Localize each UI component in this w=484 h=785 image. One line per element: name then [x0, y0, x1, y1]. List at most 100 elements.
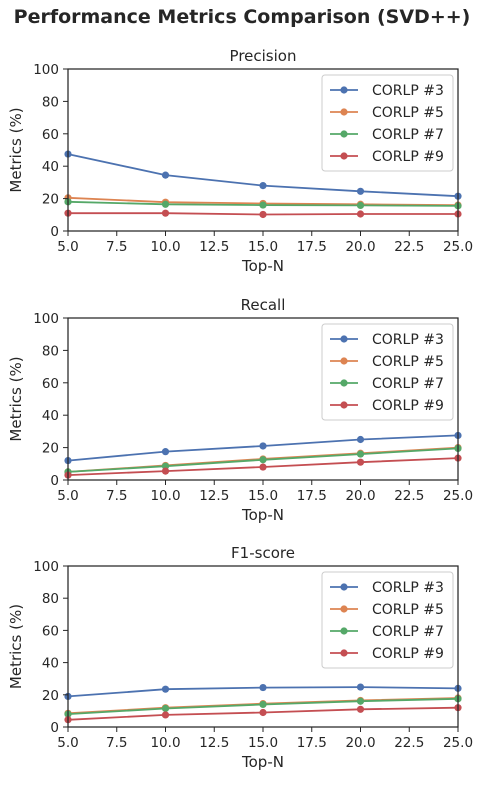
data-point [161, 209, 170, 217]
legend-label: CORLP #7 [372, 624, 444, 640]
data-point [161, 711, 170, 719]
y-tick-label: 100 [33, 62, 59, 78]
x-axis-label: Top-N [241, 753, 284, 771]
data-point [161, 200, 170, 208]
legend-marker [340, 86, 348, 94]
x-tick-label: 12.5 [199, 735, 229, 751]
y-tick-label: 20 [42, 688, 59, 704]
legend-marker [340, 605, 348, 613]
panel-title: F1-score [231, 544, 295, 562]
data-point [356, 697, 365, 705]
y-tick-label: 80 [42, 591, 59, 607]
data-point [259, 210, 267, 219]
y-axis-label: Metrics (%) [7, 356, 25, 441]
y-tick-label: 60 [42, 623, 59, 639]
x-axis-label: Top-N [241, 506, 284, 524]
x-tick-label: 22.5 [394, 735, 424, 751]
y-tick-label: 0 [50, 473, 59, 489]
legend: CORLP #3 CORLP #5 CORLP #7 CORLP #9 [321, 571, 454, 669]
data-point [259, 700, 267, 709]
x-tick-label: 5.0 [57, 239, 78, 255]
legend-label: CORLP #5 [372, 602, 444, 618]
x-tick-label: 22.5 [394, 239, 424, 255]
legend-marker [340, 649, 348, 657]
data-point [356, 201, 365, 210]
y-tick-label: 80 [42, 343, 59, 359]
x-tick-label: 20.0 [345, 488, 375, 504]
legend-marker [340, 335, 348, 343]
y-tick-label: 0 [50, 224, 59, 240]
legend-box [321, 571, 454, 669]
x-tick-label: 20.0 [345, 735, 375, 751]
y-tick-label: 40 [42, 159, 59, 175]
data-point [356, 187, 365, 195]
x-axis-label: Top-N [241, 257, 284, 275]
legend-label: CORLP #7 [372, 376, 444, 392]
legend-label: CORLP #3 [372, 332, 444, 348]
legend: CORLP #3 CORLP #5 CORLP #7 CORLP #9 [321, 74, 454, 172]
x-tick-label: 22.5 [394, 488, 424, 504]
legend-label: CORLP #9 [372, 149, 444, 165]
data-point [259, 201, 267, 209]
data-point [161, 704, 170, 713]
data-point [161, 685, 170, 693]
legend-label: CORLP #5 [372, 105, 444, 121]
legend-label: CORLP #3 [372, 83, 444, 99]
chart-panel-3: F1-score 5.0 7.5 10.0 12.5 15.0 17.5 20.0 22.5 25… [7, 544, 473, 771]
y-tick-label: 40 [42, 656, 59, 672]
y-tick-label: 80 [42, 94, 59, 110]
data-point [161, 448, 170, 456]
x-tick-label: 15.0 [248, 239, 278, 255]
x-tick-label: 10.0 [150, 735, 180, 751]
data-point [259, 708, 267, 717]
panel-title: Recall [241, 296, 286, 314]
y-tick-label: 20 [42, 192, 59, 208]
y-tick-label: 60 [42, 376, 59, 392]
chart-panel-2: Recall 5.0 7.5 10.0 12.5 15.0 17.5 20.0 22.5 25.0… [7, 296, 473, 524]
chart-panel-1: Precision 5.0 7.5 10.0 12.5 15.0 17.5 20.0 22.5 2… [7, 47, 473, 275]
x-tick-label: 10.0 [150, 239, 180, 255]
x-tick-label: 12.5 [199, 488, 229, 504]
legend-marker [340, 108, 348, 116]
legend-marker [340, 152, 348, 160]
y-axis-label: Metrics (%) [7, 604, 25, 689]
legend-label: CORLP #9 [372, 646, 444, 662]
legend-marker [340, 583, 348, 591]
x-tick-label: 7.5 [106, 735, 127, 751]
panel-title: Precision [230, 47, 297, 65]
legend-label: CORLP #9 [372, 398, 444, 414]
legend-label: CORLP #5 [372, 354, 444, 370]
x-tick-label: 5.0 [57, 488, 78, 504]
y-tick-label: 40 [42, 408, 59, 424]
x-tick-label: 25.0 [443, 488, 473, 504]
x-tick-label: 12.5 [199, 239, 229, 255]
data-point [161, 171, 170, 179]
y-tick-label: 100 [33, 559, 59, 575]
x-tick-label: 17.5 [297, 488, 327, 504]
data-point [259, 683, 267, 692]
legend-label: CORLP #7 [372, 127, 444, 143]
legend-marker [340, 379, 348, 387]
x-tick-label: 20.0 [345, 239, 375, 255]
y-tick-label: 60 [42, 127, 59, 143]
x-tick-label: 7.5 [106, 488, 127, 504]
data-point [161, 467, 170, 475]
x-tick-label: 7.5 [106, 239, 127, 255]
x-tick-label: 15.0 [248, 735, 278, 751]
data-point [356, 435, 365, 444]
y-tick-label: 0 [50, 720, 59, 736]
x-tick-label: 25.0 [443, 239, 473, 255]
y-tick-label: 20 [42, 441, 59, 457]
y-tick-label: 100 [33, 311, 59, 327]
x-tick-label: 5.0 [57, 735, 78, 751]
legend-marker [340, 627, 348, 635]
data-point [356, 210, 365, 218]
legend-label: CORLP #3 [372, 580, 444, 596]
figure-title: Performance Metrics Comparison (SVD++) [13, 6, 471, 28]
data-point [356, 458, 365, 466]
x-tick-label: 25.0 [443, 735, 473, 751]
data-point [356, 683, 365, 691]
legend: CORLP #3 CORLP #5 CORLP #7 CORLP #9 [321, 323, 454, 421]
x-tick-label: 15.0 [248, 488, 278, 504]
